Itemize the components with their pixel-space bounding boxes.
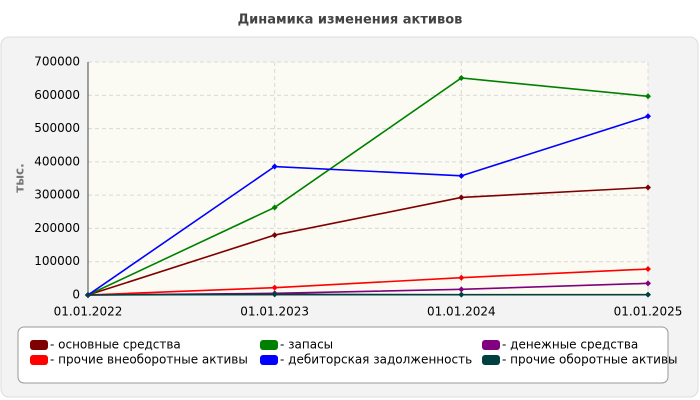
- legend-label: - запасы: [280, 338, 333, 352]
- legend-label: - основные средства: [50, 338, 181, 352]
- y-tick-label: 500000: [34, 121, 80, 135]
- plot-area: [88, 62, 648, 295]
- point-marker: [85, 292, 91, 298]
- series-line: [87, 186, 649, 296]
- legend: [17, 326, 669, 384]
- y-tick-label: 600000: [34, 88, 80, 102]
- x-tick-label: 01.01.2022: [54, 305, 123, 319]
- y-tick-label: 0: [72, 288, 80, 302]
- point-marker: [645, 184, 651, 191]
- point-marker: [645, 113, 651, 120]
- legend-swatch: [30, 340, 48, 350]
- y-tick-label: 300000: [34, 188, 80, 202]
- x-tick-label: 01.01.2025: [614, 305, 683, 319]
- legend-swatch: [482, 355, 500, 365]
- point-marker: [458, 286, 465, 293]
- y-tick-label: 400000: [34, 154, 80, 168]
- legend-swatch: [482, 340, 500, 350]
- y-axis-label: тыс.: [13, 163, 27, 192]
- legend-label: - прочие внеоборотные активы: [50, 353, 248, 367]
- point-marker: [271, 291, 278, 298]
- chart-title: Динамика изменения активов: [238, 13, 463, 28]
- y-tick-label: 100000: [34, 254, 80, 268]
- y-tick-label: 700000: [34, 55, 80, 69]
- x-tick-label: 01.01.2024: [427, 305, 496, 319]
- legend-swatch: [30, 355, 48, 365]
- series-line: [87, 115, 649, 296]
- series-line: [87, 268, 649, 296]
- point-marker: [645, 280, 651, 287]
- legend-label: - дебиторская задолженность: [280, 353, 472, 367]
- point-marker: [458, 194, 465, 201]
- point-marker: [271, 163, 278, 170]
- legend-label: - прочие оборотные активы: [502, 353, 678, 367]
- point-marker: [271, 232, 278, 239]
- point-marker: [271, 284, 278, 291]
- point-marker: [458, 74, 465, 81]
- point-marker: [645, 266, 651, 273]
- point-marker: [645, 93, 651, 100]
- point-marker: [458, 274, 465, 281]
- legend-swatch: [260, 355, 278, 365]
- legend-label: - денежные средства: [502, 338, 638, 352]
- point-marker: [458, 172, 465, 179]
- y-tick-label: 200000: [34, 221, 80, 235]
- point-marker: [458, 291, 465, 298]
- x-tick-label: 01.01.2023: [240, 305, 309, 319]
- series-line: [87, 293, 648, 296]
- point-marker: [271, 204, 278, 211]
- legend-swatch: [260, 340, 278, 350]
- point-marker: [645, 291, 651, 298]
- series-line: [87, 77, 649, 296]
